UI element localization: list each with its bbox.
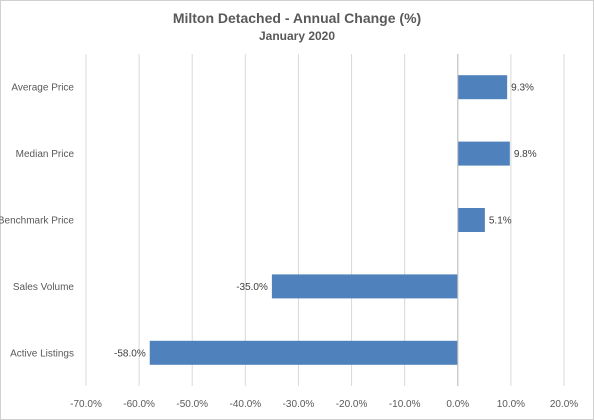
x-tick-label: -50.0%	[176, 399, 208, 410]
x-tick-label: -10.0%	[389, 399, 421, 410]
bar	[149, 340, 458, 365]
x-tick-label: 20.0%	[550, 399, 578, 410]
data-label: 5.1%	[489, 216, 512, 227]
category-label: Median Price	[16, 149, 75, 160]
category-label: Active Listings	[10, 348, 74, 359]
data-labels: 9.3% 9.8% 5.1% -35.0% -58.0%	[114, 83, 537, 360]
x-tick-label: -70.0%	[70, 399, 102, 410]
category-labels: Average Price Median Price Benchmark Price…	[0, 83, 74, 360]
x-tick-labels: -70.0% -60.0% -50.0% -40.0% -30.0% -20.0% -10.…	[70, 399, 578, 410]
gridlines	[85, 54, 565, 386]
data-label: -35.0%	[236, 282, 268, 293]
bars	[149, 75, 510, 365]
x-tick-label: -30.0%	[283, 399, 315, 410]
category-label: Average Price	[11, 83, 74, 94]
x-tick-label: -60.0%	[123, 399, 155, 410]
data-label: 9.8%	[514, 149, 537, 160]
category-label: Sales Volume	[13, 282, 75, 293]
bar	[271, 274, 458, 299]
bar	[457, 75, 508, 100]
x-tick-label: 10.0%	[497, 399, 525, 410]
chart-title: Milton Detached - Annual Change (%)	[173, 10, 421, 26]
bar	[457, 208, 485, 232]
x-tick-label: 0.0%	[446, 399, 469, 410]
data-label: -58.0%	[114, 348, 146, 359]
data-label: 9.3%	[511, 83, 534, 94]
x-tick-label: -20.0%	[336, 399, 368, 410]
x-tick-label: -40.0%	[229, 399, 261, 410]
chart-subtitle: January 2020	[259, 29, 335, 43]
bar	[457, 141, 510, 166]
category-label: Benchmark Price	[0, 216, 74, 227]
